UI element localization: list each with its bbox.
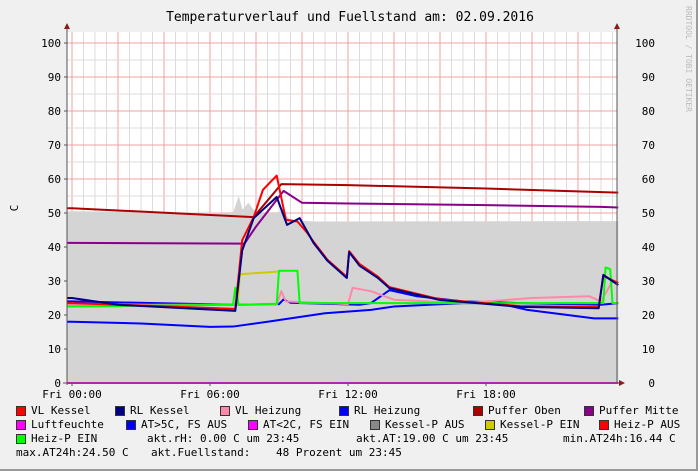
y-tick-label: 70: [48, 139, 61, 152]
legend-label: Puffer Oben: [488, 404, 561, 417]
legend-item: Puffer Oben: [473, 404, 561, 417]
legend-label: Puffer Mitte: [599, 404, 679, 417]
x-tick-label: Fri 18:00: [456, 388, 516, 400]
legend-item: VL Heizung: [220, 404, 301, 417]
legend-swatch-icon: [115, 405, 125, 416]
legend-item: RL Kessel: [115, 404, 190, 417]
watermark: RRDTOOL / TOBI OETIKER: [684, 6, 693, 112]
legend-label: Heiz-P EIN: [31, 432, 98, 445]
y2-tick-label: 0: [648, 377, 655, 390]
legend-label: VL Heizung: [235, 404, 302, 417]
y-tick-label: 30: [48, 275, 61, 288]
y-tick-label: 100: [41, 37, 61, 50]
legend-swatch-icon: [599, 419, 609, 430]
series-line-puffer-mitte: [67, 189, 619, 245]
y2-tick-label: 80: [642, 105, 655, 118]
series-line-rl-kessel: [67, 196, 619, 312]
y2-tick-label: 90: [642, 71, 655, 84]
x-tick-label: Fri 12:00: [318, 388, 378, 400]
legend-label: AT>5C, FS AUS: [141, 418, 228, 431]
y-tick-label: 20: [48, 309, 61, 322]
series-line-at-5c-fs-aus: [67, 302, 619, 328]
area-layer: [67, 196, 619, 383]
legend-item: AT>5C, FS AUS: [126, 418, 227, 431]
legend-swatch-icon: [473, 405, 483, 416]
akt-at-text: akt.AT:19.00 C um 23:45: [356, 432, 509, 445]
series-line-puffer-oben: [67, 183, 619, 219]
y2-tick-label: 20: [642, 309, 655, 322]
chart-title: Temperaturverlauf und Fuellstand am: 02.…: [166, 10, 534, 25]
min-at-text: min.AT24h:16.44 C: [563, 432, 676, 445]
legend-swatch-icon: [220, 405, 230, 416]
y-tick-label: 50: [48, 207, 61, 220]
y2-tick-label: 30: [642, 275, 655, 288]
y2-tick-label: 40: [642, 241, 655, 254]
series-line-heiz-p-ein: [67, 266, 619, 308]
legend-label: Kessel-P AUS: [385, 418, 465, 431]
y-tick-label: 60: [48, 173, 61, 186]
legend-swatch-icon: [370, 419, 380, 430]
y-tick-label: 0: [54, 377, 61, 390]
legend-swatch-icon: [16, 433, 26, 444]
max-at-text: max.AT24h:24.50 C: [16, 446, 129, 459]
y-tick-label: 80: [48, 105, 61, 118]
legend-label: Kessel-P EIN: [500, 418, 580, 431]
legend-item: Heiz-P EIN: [16, 432, 97, 445]
legend-item: RL Heizung: [339, 404, 420, 417]
legend-item: VL Kessel: [16, 404, 91, 417]
y2-tick-label: 100: [635, 37, 655, 50]
legend-label: Luftfeuchte: [31, 418, 104, 431]
legend-swatch-icon: [248, 419, 258, 430]
legend-label: RL Kessel: [130, 404, 190, 417]
x-tick-label: Fri 06:00: [180, 388, 240, 400]
x-tick-label: Fri 00:00: [42, 388, 102, 400]
legend-item: Heiz-P AUS: [599, 418, 680, 431]
legend-item: Kessel-P EIN: [485, 418, 579, 431]
legend-swatch-icon: [126, 419, 136, 430]
akt-fuellstand-label: akt.Fuellstand:: [151, 446, 251, 459]
akt-fuellstand-value: 48 Prozent um 23:45: [276, 446, 402, 459]
y-tick-label: 40: [48, 241, 61, 254]
area-kessel-p-aus: [67, 196, 619, 383]
legend-item: Kessel-P AUS: [370, 418, 464, 431]
legend-swatch-icon: [339, 405, 349, 416]
legend-label: RL Heizung: [354, 404, 421, 417]
legend-swatch-icon: [16, 419, 26, 430]
chart-canvas: Temperaturverlauf und Fuellstand am: 02.…: [8, 6, 693, 400]
legend-swatch-icon: [16, 405, 26, 416]
legend-label: Heiz-P AUS: [614, 418, 681, 431]
x-axis-arrow-icon: [619, 380, 625, 386]
y2-tick-label: 50: [642, 207, 655, 220]
y2-tick-label: 10: [642, 343, 655, 356]
legend-item: AT<2C, FS EIN: [248, 418, 349, 431]
akt-rh-text: akt.rH: 0.00 C um 23:45: [147, 432, 300, 445]
y-axis-arrow-icon: [64, 23, 70, 29]
y-tick-label: 90: [48, 71, 61, 84]
legend-swatch-icon: [584, 405, 594, 416]
series-line-vl-heizung: [67, 280, 619, 306]
axes: 0 0 10 10 20 20 30 30 40 40 50 50 60 60 70 70 80 80 90 90 10…: [41, 23, 655, 400]
legend-label: AT<2C, FS EIN: [263, 418, 350, 431]
legend-item: Luftfeuchte: [16, 418, 104, 431]
legend-swatch-icon: [485, 419, 495, 430]
y-tick-label: 10: [48, 343, 61, 356]
legend-label: VL Kessel: [31, 404, 91, 417]
legend-item: Puffer Mitte: [584, 404, 678, 417]
y2-axis-arrow-icon: [614, 23, 620, 29]
y-axis-label: C: [8, 205, 21, 212]
y2-tick-label: 60: [642, 173, 655, 186]
y2-tick-label: 70: [642, 139, 655, 152]
